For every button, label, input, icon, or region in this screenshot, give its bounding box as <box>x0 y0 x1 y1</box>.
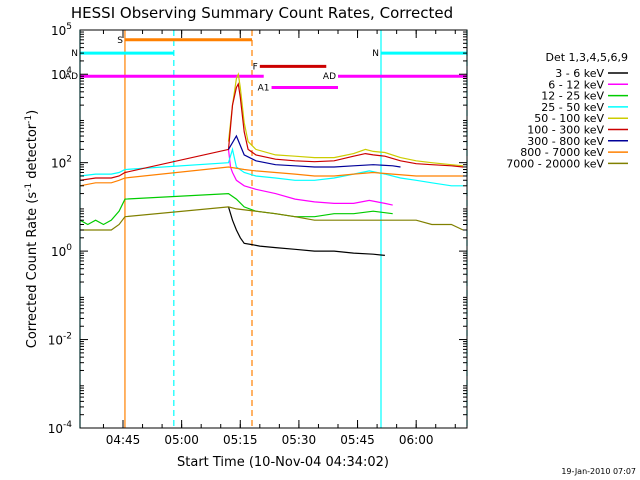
legend-entry-label: 7000 - 20000 keV <box>506 157 604 170</box>
x-tick-label: 05:45 <box>340 433 375 447</box>
x-tick-label: 05:00 <box>164 433 199 447</box>
series-line <box>227 206 385 256</box>
x-tick-label: 05:15 <box>223 433 258 447</box>
series-line <box>79 147 464 187</box>
plot-frame <box>79 29 468 429</box>
y-tick-label: 10-2 <box>48 332 72 348</box>
y-axis-label: Corrected Count Rate (s-1 detector-1) <box>24 110 40 348</box>
flag-label: S <box>117 36 123 46</box>
legend-entry-label: 6 - 12 keV <box>548 78 604 91</box>
legend-entry-label: 300 - 800 keV <box>527 135 604 148</box>
legend-entry-label: 800 - 7000 keV <box>520 146 604 159</box>
flag-label: AD <box>65 72 78 82</box>
legend-entry-label: 3 - 6 keV <box>555 67 604 80</box>
series-line <box>79 166 464 187</box>
y-tick-label: 102 <box>51 155 72 171</box>
y-tick-label: 100 <box>51 243 72 259</box>
legend-header: Det 1,3,4,5,6,9 <box>545 51 628 64</box>
flag-label: A1 <box>258 84 270 94</box>
x-tick-label: 04:45 <box>106 433 141 447</box>
legend-entry-label: 50 - 100 keV <box>534 112 604 125</box>
x-tick-label: 05:30 <box>282 433 317 447</box>
flag-label: N <box>71 49 78 59</box>
series-line <box>79 82 464 181</box>
generation-date: 19-Jan-2010 07:07 <box>561 467 636 476</box>
x-axis-label: Start Time (10-Nov-04 04:34:02) <box>177 455 389 470</box>
x-tick-label: 06:00 <box>399 433 434 447</box>
series-line <box>227 72 464 167</box>
y-tick-label: 105 <box>51 22 72 38</box>
plot-area: S N N F AD AD A1 <box>65 30 468 428</box>
flag-label: F <box>253 62 258 72</box>
x-axis: 04:45 05:00 05:15 05:30 05:45 06:00 <box>102 30 456 447</box>
y-tick-label: 10-4 <box>48 420 73 436</box>
y-axis: 10-4 10-2 100 102 104 105 <box>48 22 467 436</box>
series-line <box>227 149 393 206</box>
legend-entry-label: 12 - 25 keV <box>541 90 604 103</box>
chart-title: HESSI Observing Summary Count Rates, Cor… <box>71 4 453 22</box>
flag-label: N <box>372 49 379 59</box>
y-tick-label: 104 <box>51 66 72 82</box>
flag-label: AD <box>323 72 336 82</box>
series-line <box>80 206 464 231</box>
series-line <box>227 134 401 168</box>
legend-entry-label: 25 - 50 keV <box>541 101 604 114</box>
legend-entry-label: 100 - 300 keV <box>527 124 604 137</box>
series-line <box>79 192 393 226</box>
